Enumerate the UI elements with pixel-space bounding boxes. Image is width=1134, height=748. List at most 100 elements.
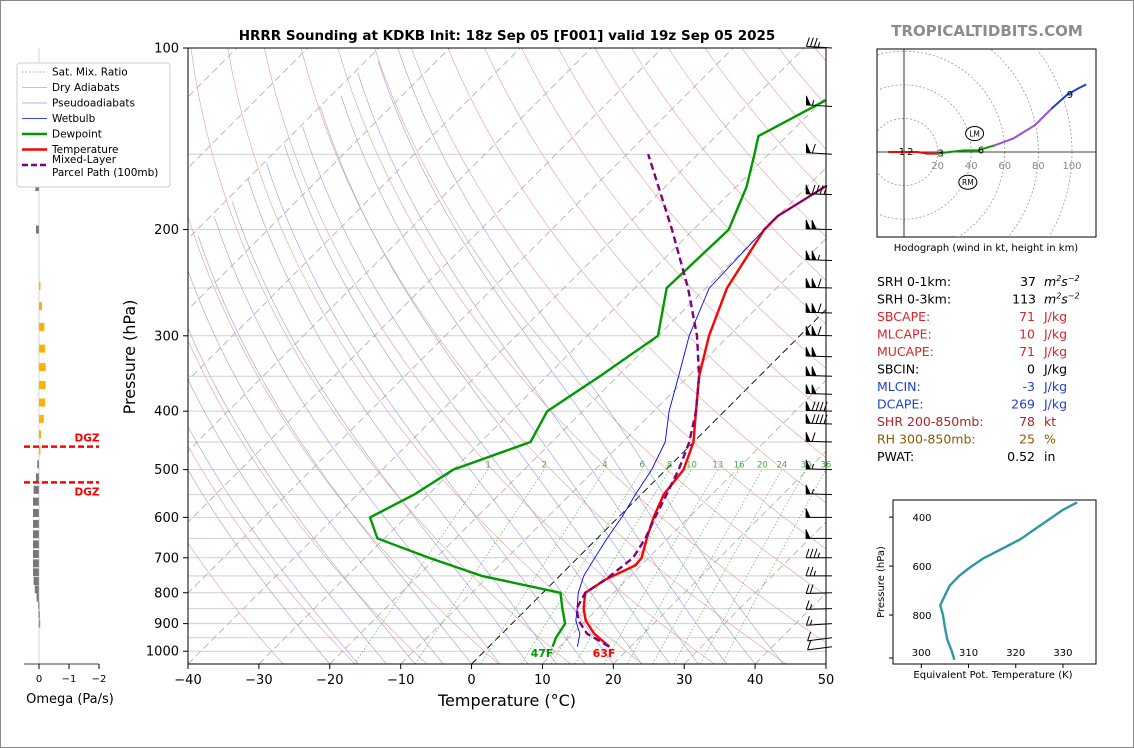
dgz-label: DGZ	[75, 486, 100, 498]
theta-e-ytick-label: 600	[912, 562, 931, 573]
legend-label-line: Parcel Path (100mb)	[52, 167, 158, 179]
theta-e-xtick-label: 320	[1006, 648, 1025, 659]
hodograph-height-label: 2	[907, 147, 913, 158]
theta-e-line	[939, 501, 1078, 661]
wind-barb	[807, 640, 833, 651]
theta-e-ytick-label: 800	[912, 611, 931, 622]
barb-full	[805, 548, 810, 558]
wind-barb	[805, 143, 833, 155]
hodograph-height-label: 9	[1067, 90, 1073, 101]
dry-adiabat	[557, 48, 826, 369]
hodograph-segment	[976, 144, 996, 152]
omega-bar	[33, 568, 39, 577]
isotherm--70	[188, 48, 592, 452]
index-value: 113	[1012, 292, 1036, 307]
barb-flag	[805, 432, 811, 442]
series-wetbulb	[575, 185, 826, 647]
isotherm--80	[188, 48, 521, 381]
mixing-ratio-label: 2	[542, 461, 547, 471]
wind-barb	[805, 459, 833, 471]
isotherm--60	[188, 48, 663, 523]
barb-full	[817, 278, 822, 288]
barb-full	[817, 326, 822, 336]
mixing-ratio-label: 8	[667, 461, 672, 471]
theta-e-ytick-label: 400	[912, 513, 931, 524]
legend-label: Sat. Mix. Ratio	[52, 67, 128, 79]
y-tick-label: 400	[154, 405, 179, 420]
wind-barb	[805, 384, 833, 395]
dry-adiabat	[188, 215, 499, 664]
x-tick-label: 30	[676, 673, 693, 688]
barb-full	[811, 432, 816, 442]
index-label: SBCAPE:	[877, 309, 930, 324]
mixing-ratio-label: 20	[757, 461, 768, 471]
barb-full	[811, 184, 816, 195]
wind-barb	[805, 184, 833, 196]
barb-staff	[807, 637, 833, 642]
legend: Sat. Mix. Ratio Dry Adiabats Pseudoadiabat…	[16, 62, 171, 188]
barb-full	[805, 616, 810, 626]
skewt-profiles	[368, 98, 826, 648]
wind-barb	[805, 566, 832, 577]
barb-flag	[805, 401, 811, 411]
omega-bar	[33, 577, 39, 586]
barb-full	[815, 401, 820, 411]
omega-bar	[39, 430, 42, 439]
unit-s: s	[1061, 274, 1068, 289]
pseudoadiabat	[188, 425, 359, 664]
omega-bar	[39, 363, 46, 372]
x-tick-label: 0	[467, 673, 475, 688]
wind-barb	[805, 366, 833, 377]
barb-flag	[805, 414, 811, 424]
indices-table: SRH 0-1km: 37 m2s−2 SRH 0-3km: 113 m2s−2 SBCAP…	[877, 274, 1080, 464]
index-unit: kt	[1044, 414, 1056, 429]
y-tick-label: 100	[154, 42, 179, 57]
barb-full	[811, 143, 816, 154]
x-axis-ticks: −40 −30 −20 −10 0 10 20 30 40 50	[174, 664, 834, 688]
pseudoadiabat	[188, 327, 416, 664]
pseudoadiabat	[188, 469, 331, 664]
barb-full	[811, 414, 816, 424]
omega-bar	[33, 540, 39, 549]
hodograph-ring-label: 20	[931, 161, 944, 172]
unit-m: m	[1044, 274, 1056, 289]
index-label: SRH 0-3km:	[877, 292, 951, 307]
barb-full	[809, 584, 814, 594]
mixing-ratio-line	[354, 469, 489, 664]
theta-e-xlabel: Equivalent Pot. Temperature (K)	[913, 670, 1072, 681]
wind-barb	[805, 414, 833, 425]
barb-full	[823, 185, 828, 195]
index-label: SRH 0-1km:	[877, 274, 951, 289]
omega-bar	[39, 446, 41, 455]
wind-barbs	[805, 37, 833, 651]
y-tick-label: 900	[154, 617, 179, 632]
y-tick-label: 700	[154, 551, 179, 566]
omega-bar	[38, 619, 41, 628]
wind-barb	[805, 548, 832, 559]
wind-barb	[805, 346, 833, 358]
barb-flag	[805, 95, 811, 106]
omega-bar	[36, 225, 39, 234]
theta-e-xtick-label: 330	[1053, 648, 1072, 659]
skewt-background-lines	[188, 48, 826, 664]
index-unit: J/kg	[1043, 379, 1067, 394]
wind-barb	[805, 484, 833, 496]
barb-full	[811, 401, 816, 411]
barb-full	[813, 548, 818, 558]
pseudoadiabat	[302, 126, 642, 664]
omega-bar	[33, 519, 39, 528]
wind-barb	[807, 631, 833, 642]
barb-flag	[811, 326, 817, 336]
pseudoadiabat	[232, 201, 529, 664]
index-unit: J/kg	[1043, 397, 1067, 412]
hodograph-marker-lm	[965, 126, 985, 142]
omega-bar	[39, 302, 42, 311]
hodograph-segment	[916, 151, 929, 155]
theta-e-xtick-label: 310	[959, 648, 978, 659]
barb-full	[809, 566, 814, 577]
omega-bar	[33, 508, 39, 517]
index-unit: %	[1044, 432, 1056, 447]
index-label: PWAT:	[877, 449, 914, 464]
omega-bar	[36, 473, 39, 482]
hodograph-segment	[993, 137, 1015, 147]
